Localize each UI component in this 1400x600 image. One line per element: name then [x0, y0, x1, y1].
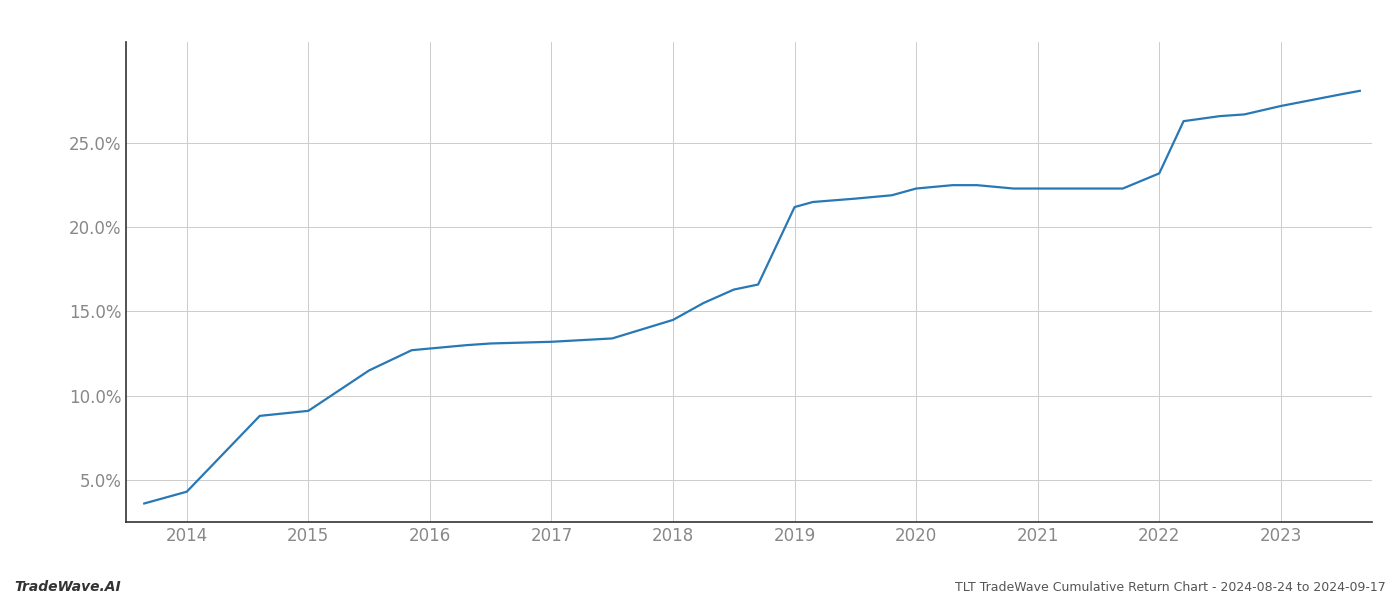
Text: TradeWave.AI: TradeWave.AI — [14, 580, 120, 594]
Text: TLT TradeWave Cumulative Return Chart - 2024-08-24 to 2024-09-17: TLT TradeWave Cumulative Return Chart - … — [955, 581, 1386, 594]
